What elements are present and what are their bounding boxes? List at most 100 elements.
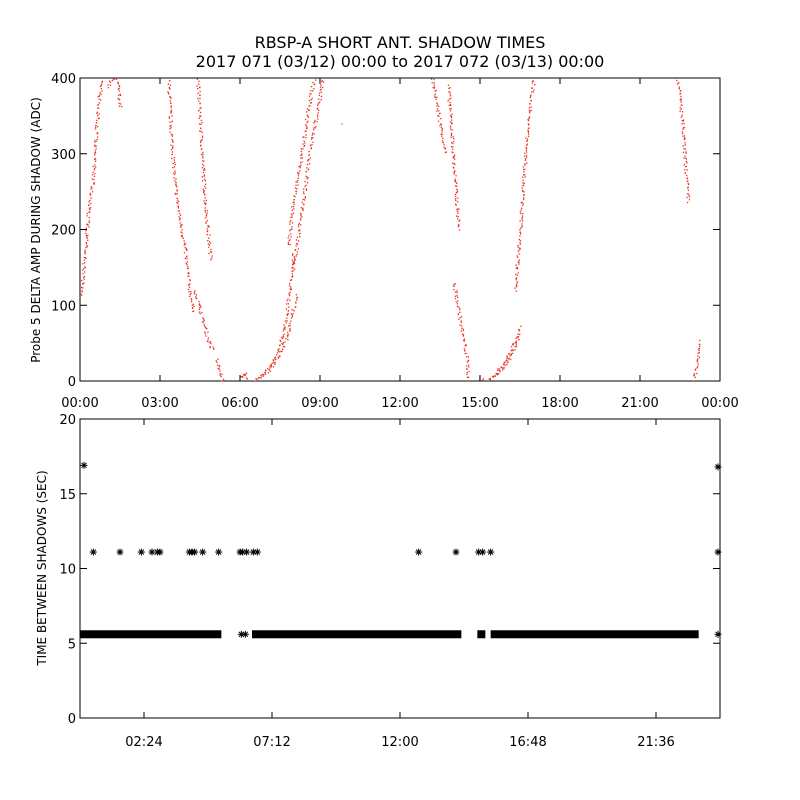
amplitude-point xyxy=(450,97,452,100)
amplitude-point xyxy=(499,370,501,373)
amplitude-point xyxy=(241,376,243,378)
amplitude-point xyxy=(294,195,296,198)
amplitude-point xyxy=(263,374,265,376)
amplitude-point xyxy=(530,109,532,112)
amplitude-point xyxy=(489,377,491,380)
amplitude-point xyxy=(293,261,295,263)
amplitude-point xyxy=(217,358,219,360)
amplitude-point xyxy=(303,144,306,147)
amplitude-point xyxy=(221,373,223,375)
amplitude-point xyxy=(299,212,302,215)
amplitude-point xyxy=(306,163,309,166)
amplitude-point xyxy=(204,197,206,199)
amplitude-point xyxy=(173,159,175,161)
amplitude-point xyxy=(467,364,470,366)
amplitude-point xyxy=(457,218,459,220)
amplitude-point xyxy=(532,91,534,93)
amplitude-point xyxy=(292,266,294,269)
amplitude-point xyxy=(272,360,275,362)
amplitude-point xyxy=(309,157,311,159)
amplitude-point xyxy=(180,235,183,237)
amplitude-point xyxy=(282,348,284,350)
amplitude-point xyxy=(523,168,525,171)
amplitude-point xyxy=(191,301,193,303)
amplitude-point xyxy=(320,91,322,93)
amplitude-point xyxy=(312,90,314,92)
amplitude-point xyxy=(304,130,306,132)
amplitude-point xyxy=(677,83,679,85)
amplitude-point xyxy=(197,92,199,94)
amplitude-point xyxy=(448,91,450,93)
amplitude-point xyxy=(297,175,300,177)
amplitude-point xyxy=(320,95,323,98)
amplitude-point xyxy=(107,87,109,89)
amplitude-point xyxy=(450,146,453,148)
amplitude-point xyxy=(528,107,531,109)
amplitude-point xyxy=(206,230,208,233)
amplitude-point xyxy=(288,292,290,295)
amplitude-point xyxy=(441,135,443,137)
amplitude-point xyxy=(527,131,530,133)
amplitude-point xyxy=(203,190,205,192)
amplitude-point xyxy=(178,210,180,212)
amplitude-point xyxy=(191,307,193,309)
amplitude-point xyxy=(454,283,456,285)
amplitude-point xyxy=(510,353,512,355)
amplitude-point xyxy=(524,176,526,178)
amplitude-point xyxy=(683,157,685,159)
amplitude-point xyxy=(489,378,491,381)
amplitude-point xyxy=(293,256,295,258)
amplitude-point xyxy=(245,372,248,374)
amplitude-point xyxy=(208,341,210,344)
amplitude-point xyxy=(452,140,455,143)
amplitude-point xyxy=(463,338,466,340)
amplitude-point xyxy=(303,188,305,190)
amplitude-point xyxy=(676,79,678,82)
amplitude-point xyxy=(200,148,203,150)
amplitude-point xyxy=(508,357,510,359)
amplitude-point xyxy=(296,181,298,183)
amplitude-point xyxy=(199,86,201,88)
amplitude-point xyxy=(319,89,321,91)
amplitude-point xyxy=(95,160,97,162)
amplitude-point xyxy=(286,317,288,319)
amplitude-point xyxy=(206,210,209,212)
amplitude-point xyxy=(83,256,86,259)
amplitude-point xyxy=(278,355,281,357)
amplitude-point xyxy=(205,199,207,202)
amplitude-point xyxy=(178,219,181,221)
amplitude-point xyxy=(436,108,439,110)
amplitude-point xyxy=(524,164,526,166)
amplitude-point xyxy=(498,368,501,370)
amplitude-point xyxy=(683,127,685,129)
amplitude-point xyxy=(492,376,494,378)
amplitude-point xyxy=(172,145,174,147)
amplitude-point xyxy=(679,110,681,112)
amplitude-point xyxy=(176,199,179,201)
amplitude-point xyxy=(82,272,84,275)
amplitude-point xyxy=(684,148,687,150)
amplitude-point xyxy=(293,203,295,205)
amplitude-point xyxy=(505,359,507,361)
amplitude-point xyxy=(281,336,283,338)
amplitude-point xyxy=(292,212,295,214)
amplitude-point xyxy=(312,81,314,84)
amplitude-point xyxy=(293,195,295,197)
amplitude-point xyxy=(278,348,280,350)
amplitude-point xyxy=(680,98,682,100)
amplitude-point xyxy=(94,166,97,168)
amplitude-point xyxy=(505,361,507,363)
bottom-y-tick-label: 5 xyxy=(68,637,76,652)
amplitude-point xyxy=(86,237,88,239)
amplitude-point xyxy=(462,335,464,337)
amplitude-point xyxy=(515,290,517,292)
amplitude-point xyxy=(521,226,523,228)
amplitude-point xyxy=(528,109,530,111)
amplitude-point xyxy=(525,137,527,139)
amplitude-point xyxy=(315,125,317,128)
amplitude-point xyxy=(205,222,207,224)
amplitude-point xyxy=(517,256,519,258)
amplitude-point xyxy=(460,320,462,322)
amplitude-point xyxy=(284,320,287,322)
amplitude-point xyxy=(517,336,519,339)
